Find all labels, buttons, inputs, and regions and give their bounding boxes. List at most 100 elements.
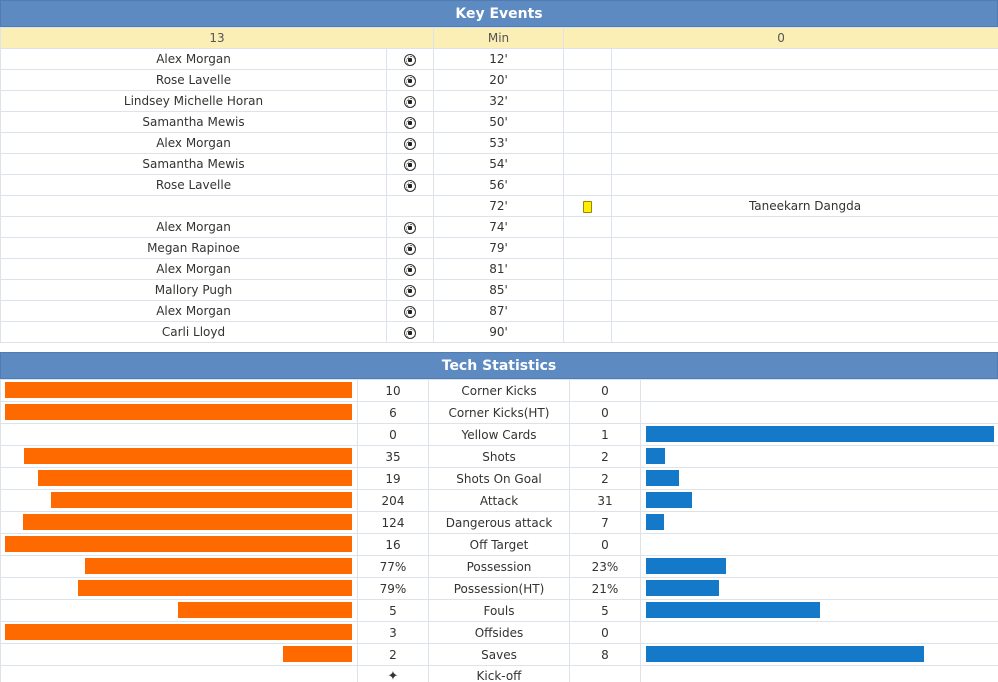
tech-statistics-table: 10 Corner Kicks 0 6 Corner Kicks(HT) 0 0 Yellow… bbox=[0, 379, 998, 682]
home-stat-bar bbox=[24, 448, 352, 464]
home-player: Megan Rapinoe bbox=[0, 237, 387, 259]
away-player: Taneekarn Dangda bbox=[610, 195, 998, 217]
home-stat-bar bbox=[23, 514, 352, 530]
home-bar-cell bbox=[0, 621, 358, 644]
event-minute: 12' bbox=[433, 48, 564, 70]
away-bar-cell bbox=[640, 511, 998, 534]
home-bar-cell bbox=[0, 533, 358, 556]
home-bar-cell bbox=[0, 643, 358, 666]
away-event-cell bbox=[563, 279, 612, 301]
event-row: 72' Taneekarn Dangda bbox=[0, 195, 998, 217]
home-player: Samantha Mewis bbox=[0, 153, 387, 175]
away-stat-value: 5 bbox=[569, 599, 641, 622]
event-row: Rose Lavelle 56' bbox=[0, 174, 998, 196]
home-player: Alex Morgan bbox=[0, 48, 387, 70]
event-minute: 90' bbox=[433, 321, 564, 343]
stat-label: Fouls bbox=[428, 599, 570, 622]
away-bar-cell bbox=[640, 555, 998, 578]
tech-statistics-title: Tech Statistics bbox=[0, 352, 998, 379]
home-stat-value: 204 bbox=[357, 489, 429, 512]
away-player bbox=[610, 258, 998, 280]
away-player bbox=[610, 153, 998, 175]
event-minute: 85' bbox=[433, 279, 564, 301]
stat-row: 5 Fouls 5 bbox=[0, 599, 998, 622]
kickoff-row: ✦ Kick-off bbox=[0, 665, 998, 682]
stat-label: Dangerous attack bbox=[428, 511, 570, 534]
away-bar-cell bbox=[640, 599, 998, 622]
away-event-cell bbox=[563, 69, 612, 91]
home-score: 13 bbox=[0, 27, 434, 49]
event-row: Mallory Pugh 85' bbox=[0, 279, 998, 301]
away-stat-bar bbox=[646, 448, 665, 464]
event-row: Alex Morgan 74' bbox=[0, 216, 998, 238]
home-player: Mallory Pugh bbox=[0, 279, 387, 301]
away-bar-cell bbox=[640, 401, 998, 424]
home-stat-value: 3 bbox=[357, 621, 429, 644]
kickoff-label: Kick-off bbox=[428, 665, 570, 682]
away-bar-cell bbox=[640, 643, 998, 666]
away-stat-value: 31 bbox=[569, 489, 641, 512]
home-player bbox=[0, 195, 387, 217]
away-stat-value: 7 bbox=[569, 511, 641, 534]
away-player bbox=[610, 237, 998, 259]
home-player: Samantha Mewis bbox=[0, 111, 387, 133]
stat-label: Saves bbox=[428, 643, 570, 666]
away-stat-bar bbox=[646, 646, 924, 662]
event-minute: 87' bbox=[433, 300, 564, 322]
away-stat-value: 2 bbox=[569, 445, 641, 468]
key-events-table: 13 Min 0 Alex Morgan 12' Rose Lavelle 20' Li… bbox=[0, 27, 998, 343]
home-stat-bar bbox=[5, 382, 352, 398]
kickoff-star-icon: ✦ bbox=[387, 668, 399, 682]
stat-label: Shots bbox=[428, 445, 570, 468]
stat-row: 204 Attack 31 bbox=[0, 489, 998, 512]
yellow-card-icon bbox=[583, 200, 592, 213]
home-stat-bar bbox=[78, 580, 352, 596]
home-event-cell bbox=[386, 48, 434, 70]
away-event-cell bbox=[563, 90, 612, 112]
tech-statistics-panel: Tech Statistics 10 Corner Kicks 0 6 Corner K… bbox=[0, 352, 998, 682]
home-player: Alex Morgan bbox=[0, 132, 387, 154]
home-bar-cell bbox=[0, 423, 358, 446]
home-player: Alex Morgan bbox=[0, 216, 387, 238]
home-event-cell bbox=[386, 300, 434, 322]
away-player bbox=[610, 279, 998, 301]
event-minute: 81' bbox=[433, 258, 564, 280]
home-event-cell bbox=[386, 90, 434, 112]
home-event-cell bbox=[386, 216, 434, 238]
home-stat-value: 6 bbox=[357, 401, 429, 424]
away-stat-value: 0 bbox=[569, 379, 641, 402]
stat-label: Corner Kicks(HT) bbox=[428, 401, 570, 424]
stat-row: 10 Corner Kicks 0 bbox=[0, 379, 998, 402]
stat-row: 16 Off Target 0 bbox=[0, 533, 998, 556]
home-bar-cell bbox=[0, 577, 358, 600]
goal-ball-icon bbox=[404, 326, 416, 339]
goal-ball-icon bbox=[404, 95, 416, 108]
stat-row: 35 Shots 2 bbox=[0, 445, 998, 468]
away-event-cell bbox=[563, 48, 612, 70]
goal-ball-icon bbox=[404, 263, 416, 276]
event-row: Alex Morgan 53' bbox=[0, 132, 998, 154]
home-stat-bar bbox=[85, 558, 352, 574]
away-stat-value: 1 bbox=[569, 423, 641, 446]
home-player: Rose Lavelle bbox=[0, 174, 387, 196]
stat-label: Attack bbox=[428, 489, 570, 512]
away-player bbox=[610, 48, 998, 70]
away-bar-cell bbox=[640, 621, 998, 644]
event-minute: 50' bbox=[433, 111, 564, 133]
away-stat-value: 0 bbox=[569, 533, 641, 556]
away-stat-bar bbox=[646, 470, 679, 486]
home-player: Rose Lavelle bbox=[0, 69, 387, 91]
minute-header: Min bbox=[433, 27, 564, 49]
key-events-title: Key Events bbox=[0, 0, 998, 27]
home-event-cell bbox=[386, 153, 434, 175]
home-stat-bar bbox=[283, 646, 352, 662]
home-bar-cell bbox=[0, 379, 358, 402]
stat-row: 0 Yellow Cards 1 bbox=[0, 423, 998, 446]
home-player: Carli Lloyd bbox=[0, 321, 387, 343]
away-player bbox=[610, 321, 998, 343]
away-event-cell bbox=[563, 300, 612, 322]
home-stat-value: 124 bbox=[357, 511, 429, 534]
home-bar-cell bbox=[0, 401, 358, 424]
away-stat-bar bbox=[646, 558, 726, 574]
home-event-cell bbox=[386, 321, 434, 343]
